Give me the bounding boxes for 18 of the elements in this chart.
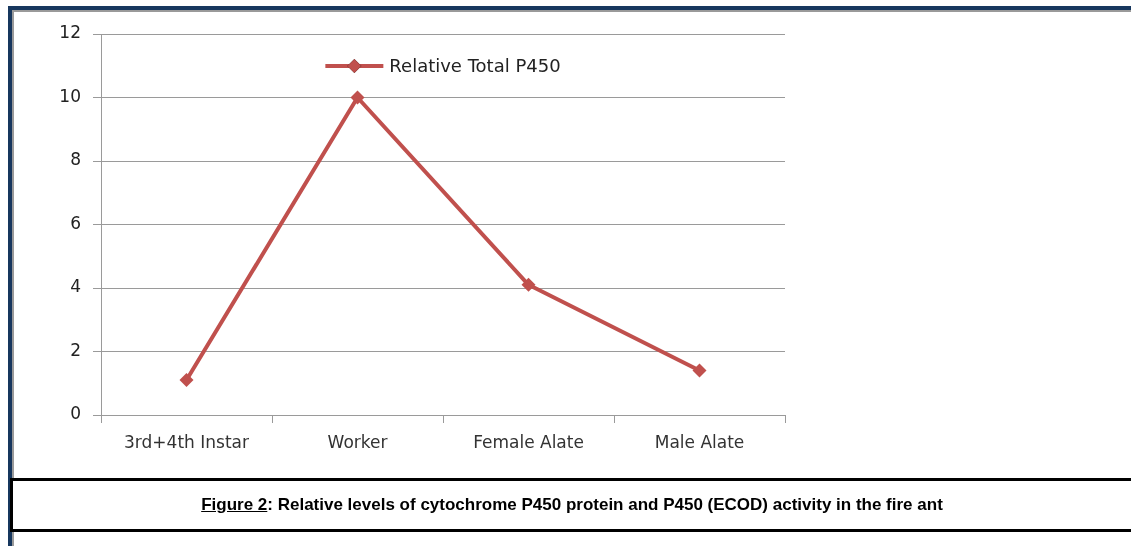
legend-label: Relative Total P450 bbox=[389, 54, 561, 76]
x-tick-label: Worker bbox=[327, 431, 388, 452]
point bbox=[179, 373, 194, 388]
y-tick-label: 0 bbox=[70, 403, 81, 424]
y-tick-label: 4 bbox=[70, 276, 81, 297]
y-tick-label: 6 bbox=[70, 212, 81, 233]
point bbox=[692, 363, 707, 378]
y-tick-label: 8 bbox=[70, 149, 81, 170]
point bbox=[350, 90, 365, 105]
x-tick-label: Female Alate bbox=[473, 431, 584, 452]
y-tick-label: 10 bbox=[59, 85, 81, 106]
point bbox=[521, 277, 536, 292]
x-tick-label: Male Alate bbox=[654, 431, 745, 452]
caption-box: Figure 2: Relative levels of cytochrome P450 protein and P450 (ECOD) activity in the fire ant bbox=[10, 478, 1131, 532]
caption: Figure 2: Relative levels of cytochrome P450 protein and P450 (ECOD) activity in the fire ant bbox=[201, 495, 943, 515]
y-tick-label: 12 bbox=[59, 22, 81, 43]
y-tick-label: 2 bbox=[70, 339, 81, 360]
x-tick-label: 3rd+4th Instar bbox=[124, 431, 249, 452]
